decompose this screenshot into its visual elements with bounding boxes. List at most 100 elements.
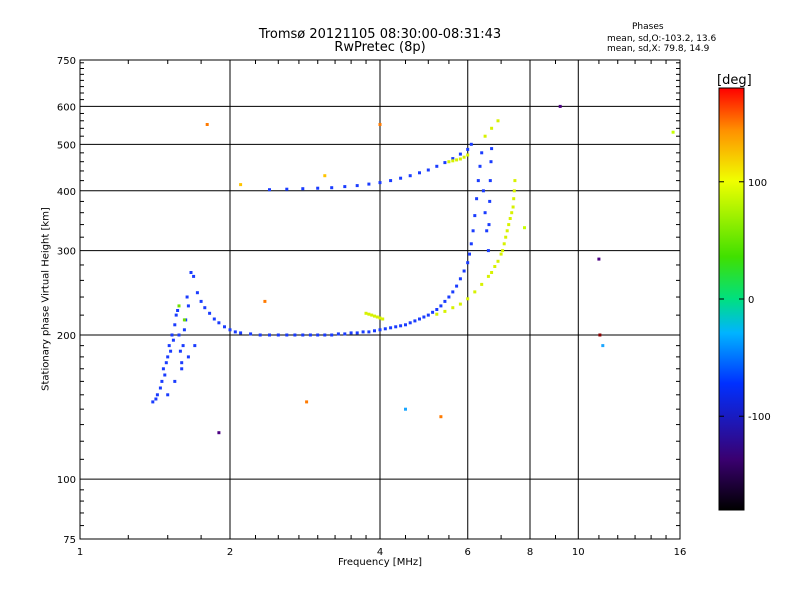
data-point bbox=[381, 317, 385, 321]
data-point bbox=[408, 174, 412, 178]
data-point bbox=[239, 183, 243, 187]
data-point bbox=[486, 249, 490, 253]
data-point bbox=[330, 186, 334, 190]
data-point bbox=[468, 252, 471, 256]
data-point bbox=[451, 290, 455, 294]
data-point bbox=[361, 330, 365, 334]
chart-subtitle: RwPretec (8p) bbox=[334, 40, 426, 55]
data-point bbox=[408, 321, 412, 325]
data-point bbox=[671, 130, 675, 134]
data-point bbox=[399, 176, 403, 180]
data-points bbox=[151, 104, 675, 435]
data-point bbox=[169, 349, 173, 353]
data-point bbox=[308, 333, 312, 337]
data-point bbox=[466, 297, 470, 301]
x-tick-label: 10 bbox=[572, 547, 585, 558]
data-point bbox=[455, 158, 459, 162]
colorbar-tick-label: 100 bbox=[748, 178, 767, 189]
data-point bbox=[480, 151, 484, 155]
data-point bbox=[435, 308, 439, 311]
data-point bbox=[182, 318, 186, 322]
data-point bbox=[151, 400, 155, 404]
data-point bbox=[443, 161, 447, 165]
data-point bbox=[285, 333, 289, 337]
data-point bbox=[431, 310, 435, 314]
data-point bbox=[486, 274, 490, 278]
data-point bbox=[439, 415, 443, 419]
data-point bbox=[301, 333, 305, 337]
colorbar-label: [deg] bbox=[717, 73, 752, 88]
data-point bbox=[512, 189, 516, 193]
data-point bbox=[174, 313, 178, 317]
data-point bbox=[161, 367, 165, 371]
data-point bbox=[182, 328, 186, 332]
data-point bbox=[469, 142, 473, 146]
data-point bbox=[462, 269, 466, 273]
data-point bbox=[263, 299, 267, 303]
data-point bbox=[373, 314, 376, 318]
data-point bbox=[399, 324, 403, 328]
data-point bbox=[426, 313, 430, 317]
grid-lines bbox=[80, 60, 680, 539]
data-point bbox=[343, 185, 347, 189]
data-point bbox=[502, 242, 506, 246]
data-point bbox=[223, 325, 226, 329]
data-point bbox=[512, 197, 516, 201]
y-tick-label: 300 bbox=[57, 247, 76, 258]
plot-frame bbox=[79, 59, 681, 540]
data-point bbox=[466, 147, 470, 151]
data-point bbox=[370, 313, 374, 317]
data-point bbox=[330, 333, 334, 337]
data-point bbox=[167, 344, 171, 348]
data-point bbox=[166, 393, 170, 397]
data-point bbox=[488, 199, 492, 203]
data-point bbox=[481, 189, 485, 193]
data-point bbox=[378, 181, 382, 185]
data-point bbox=[508, 217, 512, 220]
y-tick-label: 750 bbox=[57, 56, 76, 67]
data-point bbox=[171, 338, 175, 342]
data-point bbox=[343, 332, 347, 336]
data-point bbox=[181, 344, 185, 348]
data-point bbox=[483, 211, 487, 215]
data-point bbox=[601, 344, 605, 348]
data-point bbox=[154, 397, 158, 401]
data-point bbox=[511, 205, 515, 209]
data-point bbox=[451, 157, 455, 161]
data-point bbox=[193, 344, 197, 348]
data-point bbox=[389, 326, 393, 330]
data-point bbox=[558, 104, 562, 108]
data-point bbox=[249, 332, 253, 336]
data-point bbox=[504, 235, 508, 239]
phases-o-stats: mean, sd,O:-103.2, 13.6 bbox=[607, 34, 717, 44]
data-point bbox=[160, 379, 164, 383]
data-point bbox=[418, 317, 421, 321]
y-tick-label: 100 bbox=[57, 475, 76, 486]
data-point bbox=[513, 179, 517, 183]
data-point bbox=[316, 333, 320, 337]
data-point bbox=[349, 331, 353, 335]
y-tick-label: 500 bbox=[57, 140, 76, 151]
phases-x-stats: mean, sd,X: 79.8, 14.9 bbox=[607, 44, 710, 54]
data-point bbox=[458, 302, 462, 306]
data-point bbox=[378, 123, 382, 126]
data-point bbox=[293, 333, 297, 337]
data-point bbox=[455, 284, 459, 288]
data-point bbox=[458, 157, 462, 161]
data-point bbox=[510, 211, 514, 215]
data-point bbox=[501, 249, 505, 253]
data-point bbox=[178, 349, 182, 353]
x-tick-label: 1 bbox=[77, 547, 83, 558]
data-point bbox=[394, 325, 398, 329]
data-point bbox=[489, 160, 493, 164]
data-point bbox=[268, 333, 271, 337]
data-point bbox=[258, 333, 262, 337]
data-point bbox=[458, 152, 462, 156]
data-point bbox=[170, 333, 174, 337]
colorbar: [deg] 100 0 -100 bbox=[717, 73, 771, 511]
data-point bbox=[404, 323, 407, 327]
data-point bbox=[404, 407, 407, 411]
colorbar-tick-label: -100 bbox=[748, 412, 771, 423]
data-point bbox=[443, 309, 447, 313]
